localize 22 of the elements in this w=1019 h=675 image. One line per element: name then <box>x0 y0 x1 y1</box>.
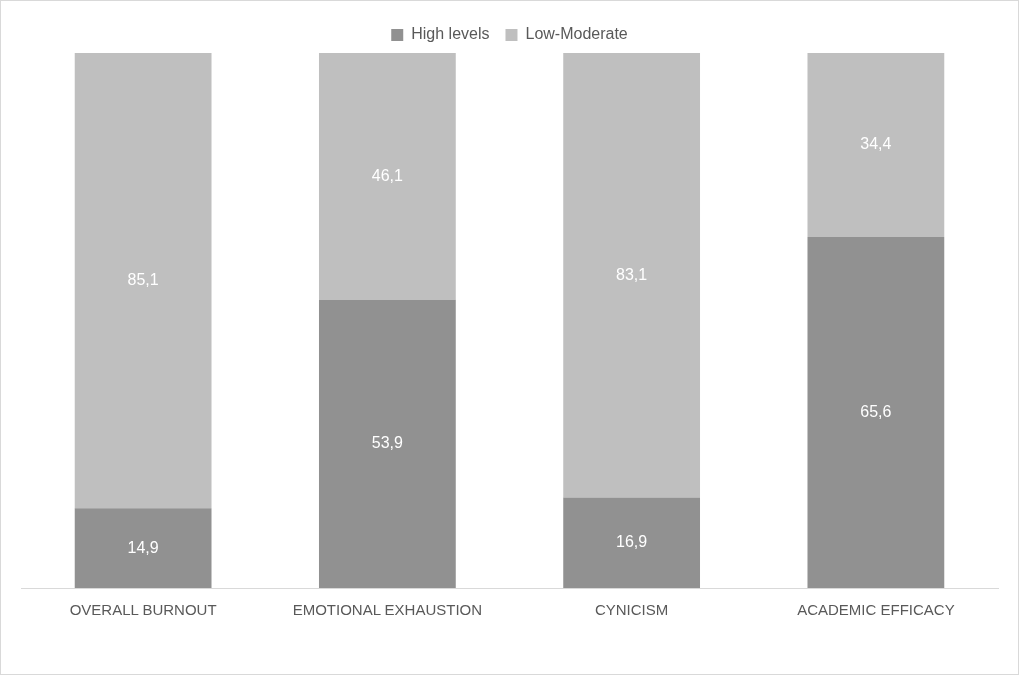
bar <box>74 508 212 588</box>
bar <box>807 53 945 238</box>
x-tick-label: OVERALL BURNOUT <box>69 601 217 619</box>
bar <box>563 497 701 588</box>
data-label: 46,1 <box>371 166 404 184</box>
x-tick-label: EMOTIONAL EXHAUSTION <box>292 601 483 619</box>
data-label: 34,4 <box>860 135 892 153</box>
bar <box>74 53 212 509</box>
bar <box>807 237 945 588</box>
legend-label: High levels <box>411 25 490 43</box>
data-label: 14,9 <box>127 538 159 556</box>
x-tick-label: CYNICISM <box>594 601 669 619</box>
data-label: 16,9 <box>616 533 648 551</box>
x-tick-label: ACADEMIC EFFICACY <box>797 601 955 619</box>
bar <box>563 53 701 498</box>
data-label: 53,9 <box>371 434 404 452</box>
data-label: 65,6 <box>860 402 892 420</box>
bar <box>318 299 456 588</box>
data-label: 83,1 <box>616 265 648 283</box>
legend-label: Low-Moderate <box>525 25 628 43</box>
bar <box>318 53 456 300</box>
data-label: 85,1 <box>127 271 159 289</box>
